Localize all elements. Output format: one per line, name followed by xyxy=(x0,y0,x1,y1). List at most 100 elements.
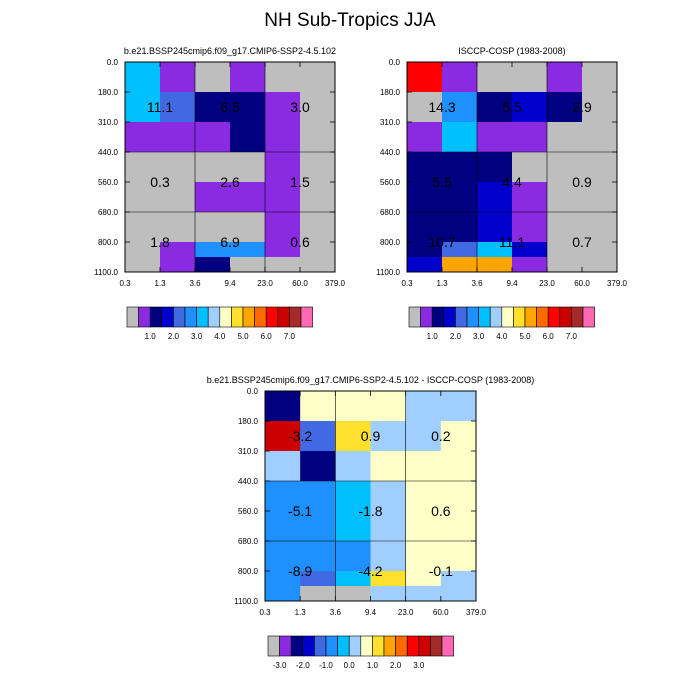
cell-value-label: 0.9 xyxy=(572,174,592,190)
heatmap-cell xyxy=(195,212,231,243)
colorbar-swatch xyxy=(161,306,174,328)
colorbar-swatch xyxy=(547,306,561,328)
colorbar-swatch xyxy=(408,306,421,328)
heatmap-cell xyxy=(230,152,266,183)
y-tick-label: 310.0 xyxy=(380,118,401,127)
heatmap-cell xyxy=(195,242,231,258)
heatmap-panel-2: ISCCP-COSP (1983-2008) 0.3 1.3 3.6 9.4 23.0 60… xyxy=(376,46,627,341)
heatmap-cell xyxy=(265,182,301,213)
heatmap-panel-1: b.e21.BSSP245cmip6.f09_g17.CMIP6-SSP2-4.… xyxy=(94,46,345,341)
heatmap-cell xyxy=(440,421,477,452)
x-tick-label: 1.3 xyxy=(154,279,166,288)
heatmap-cell xyxy=(265,212,301,243)
heatmap-cell xyxy=(195,182,231,213)
heatmap-cell xyxy=(265,451,301,482)
heatmap-cell xyxy=(265,481,301,512)
colorbar-swatch xyxy=(277,306,290,328)
heatmap-cell xyxy=(265,257,301,273)
heatmap-cell xyxy=(160,212,196,243)
colorbar-swatch xyxy=(300,306,313,328)
heatmap-cell xyxy=(300,257,336,273)
heatmap-cell xyxy=(440,511,477,542)
heatmap-cell xyxy=(512,152,548,183)
colorbar-swatch xyxy=(314,635,327,657)
cell-value-label: 0.3 xyxy=(150,174,170,190)
colorbar-swatch xyxy=(126,306,139,328)
heatmap-cell xyxy=(230,62,266,93)
heatmap-cell xyxy=(582,242,618,258)
colorbar-swatch xyxy=(184,306,197,328)
cell-value-label: 1.5 xyxy=(290,174,310,190)
x-tick-label: 60.0 xyxy=(433,608,449,617)
y-tick-label: 180.0 xyxy=(380,88,401,97)
colorbar-swatch xyxy=(302,635,315,657)
heatmap-cell xyxy=(265,92,301,123)
y-tick-label: 0.0 xyxy=(247,387,259,396)
y-tick-label: 560.0 xyxy=(380,178,401,187)
heatmap-cell xyxy=(442,242,478,258)
heatmap-cell xyxy=(300,586,336,602)
colorbar-swatch xyxy=(406,635,420,657)
heatmap-cell xyxy=(300,182,336,213)
colorbar-swatch xyxy=(420,306,433,328)
colorbar-swatch xyxy=(582,306,595,328)
heatmap-cell xyxy=(335,451,371,482)
x-tick-label: 3.6 xyxy=(471,279,483,288)
heatmap-cell xyxy=(512,62,548,93)
heatmap-cell xyxy=(547,257,583,273)
heatmap-cell xyxy=(512,257,548,273)
colorbar-swatch xyxy=(289,306,302,328)
cell-value-label: -3.2 xyxy=(288,428,312,444)
x-tick-label: 1.3 xyxy=(295,608,307,617)
cell-value-label: 5.5 xyxy=(502,99,522,115)
heatmap-cell xyxy=(265,242,301,258)
heatmap-cell xyxy=(265,122,301,153)
colorbar-swatch xyxy=(524,306,537,328)
heatmap-cell xyxy=(547,182,583,213)
heatmap-cell xyxy=(160,257,196,273)
heatmap-cell xyxy=(370,586,407,602)
y-tick-label: 680.0 xyxy=(380,208,401,217)
heatmap-cell xyxy=(230,182,266,213)
colorbar-swatch xyxy=(242,306,255,328)
heatmap-cell xyxy=(512,212,548,243)
y-tick-label: 0.0 xyxy=(389,58,401,67)
heatmap-cell xyxy=(407,242,443,258)
heatmap-cell xyxy=(300,152,336,183)
panel-title: b.e21.BSSP245cmip6.f09_g17.CMIP6-SSP2-4.… xyxy=(207,375,535,385)
cell-value-label: -0.1 xyxy=(429,563,453,579)
heatmap-cell xyxy=(265,571,301,587)
cell-value-label: 0.7 xyxy=(572,234,592,250)
heatmap-cell xyxy=(442,257,478,273)
cell-value-label: 0.9 xyxy=(361,428,381,444)
colorbar: -3.0 -2.0 -1.0 0.0 1.0 2.0 3.0 xyxy=(267,635,454,670)
colorbar-label: 4.0 xyxy=(214,332,226,341)
x-tick-label: 23.0 xyxy=(257,279,273,288)
colorbar-swatch xyxy=(348,635,362,657)
x-tick-label: 1.3 xyxy=(436,279,448,288)
heatmap-cell xyxy=(335,511,371,542)
heatmap-cell xyxy=(300,212,336,243)
y-tick-label: 440.0 xyxy=(238,477,259,486)
heatmap-cell xyxy=(512,242,548,258)
colorbar-swatch xyxy=(231,306,244,328)
y-tick-label: 1100.0 xyxy=(234,597,258,606)
y-tick-label: 680.0 xyxy=(238,537,259,546)
colorbar-swatch xyxy=(149,306,163,328)
heatmap-cell xyxy=(407,92,443,123)
heatmap-cell xyxy=(265,586,301,602)
heatmap-cell xyxy=(440,481,477,512)
x-tick-label: 23.0 xyxy=(398,608,414,617)
y-tick-label: 680.0 xyxy=(98,208,119,217)
heatmap-cell xyxy=(477,257,513,273)
heatmap-cell xyxy=(195,92,231,123)
figure-title: NH Sub-Tropics JJA xyxy=(264,10,436,31)
colorbar-swatch xyxy=(455,306,468,328)
x-tick-label: 9.4 xyxy=(506,279,518,288)
heatmap-cell xyxy=(335,586,371,602)
heatmap-cell xyxy=(405,541,442,572)
cell-value-label: 11.1 xyxy=(499,234,525,250)
colorbar-swatch xyxy=(443,306,456,328)
heatmap-cell xyxy=(195,122,231,153)
y-tick-label: 560.0 xyxy=(98,178,119,187)
